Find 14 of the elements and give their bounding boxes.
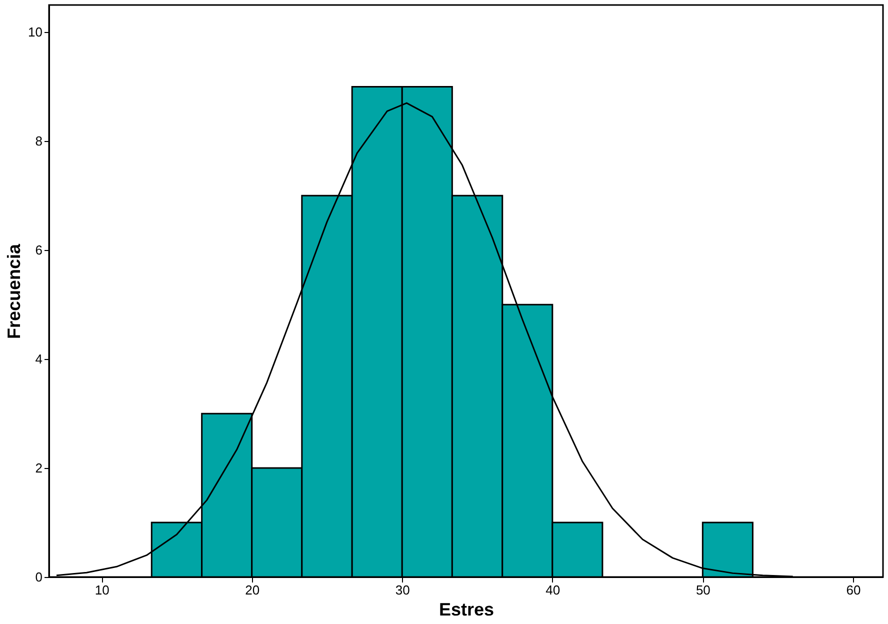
y-tick-label: 4 xyxy=(35,352,42,367)
x-tick-label: 20 xyxy=(245,582,260,598)
x-axis-title: Estres xyxy=(438,600,494,620)
x-tick-label: 30 xyxy=(395,582,410,598)
x-tick-label: 10 xyxy=(94,582,110,598)
y-tick-label: 6 xyxy=(35,242,42,258)
x-tick-label: 40 xyxy=(546,582,560,598)
x-tick-label: 50 xyxy=(696,582,710,598)
y-tick-label: 8 xyxy=(35,134,42,149)
y-tick-label: 0 xyxy=(35,570,42,584)
y-tick-label: 2 xyxy=(35,460,42,476)
y-tick-label: 10 xyxy=(28,24,42,40)
x-tick-label: 60 xyxy=(846,582,861,598)
y-axis-title: Frecuencia xyxy=(4,242,24,340)
